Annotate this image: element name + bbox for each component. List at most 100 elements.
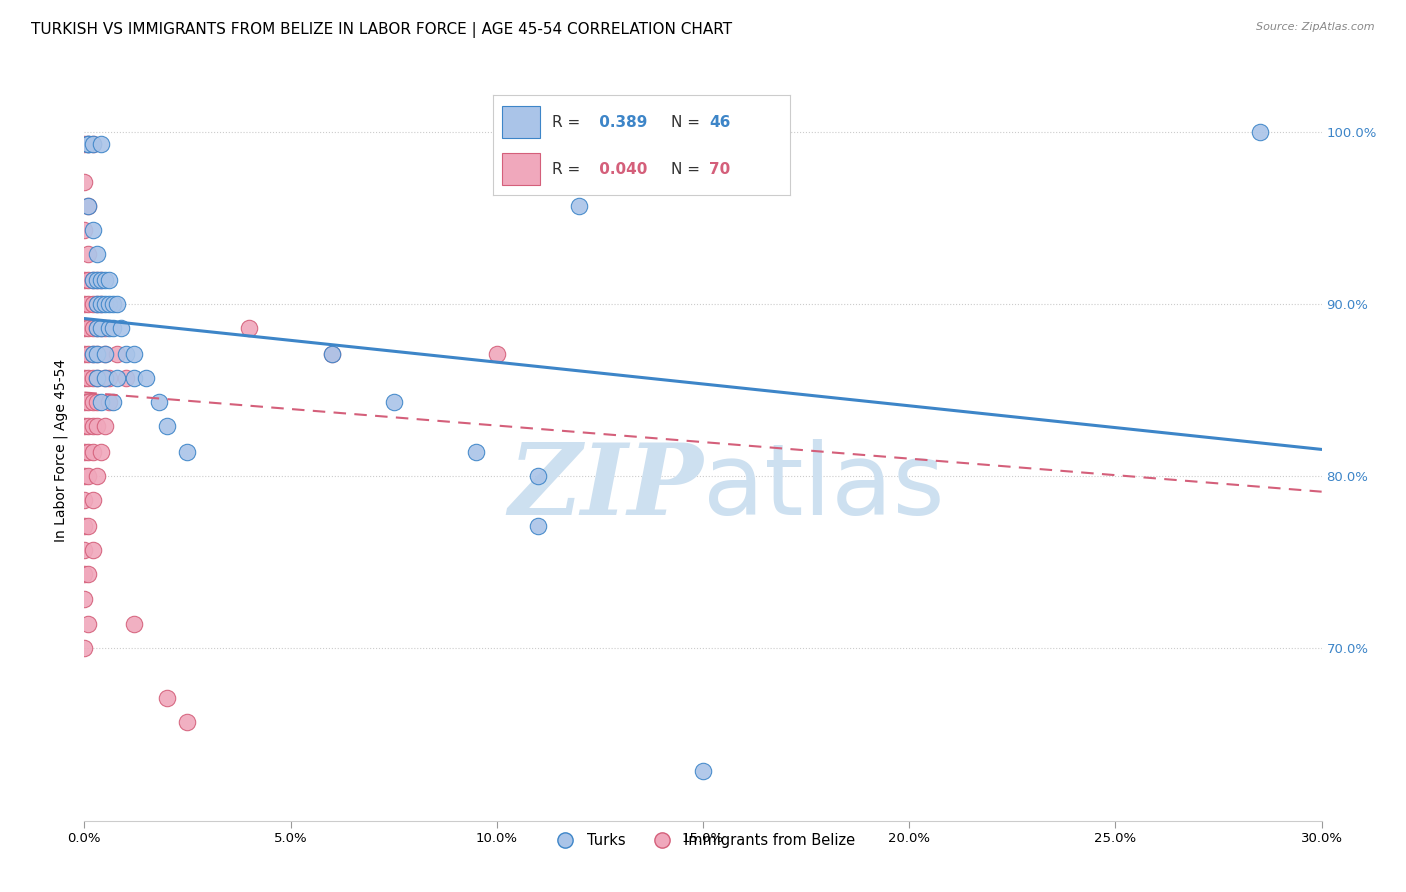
Point [82, 347, 104, 361]
Point [321, 347, 343, 361]
Point [90, 321, 112, 335]
Point [527, 519, 550, 533]
Point [77, 445, 100, 459]
Point [77, 469, 100, 483]
Text: ZIP: ZIP [508, 439, 703, 536]
Point [82, 273, 104, 287]
Point [77, 371, 100, 385]
Point [94, 371, 117, 385]
Point [73, 519, 96, 533]
Point [82, 371, 104, 385]
Point [86, 297, 108, 311]
Point [98, 273, 121, 287]
Point [114, 371, 136, 385]
Point [82, 445, 104, 459]
Point [82, 395, 104, 409]
Point [73, 543, 96, 558]
Point [90, 445, 112, 459]
Text: atlas: atlas [703, 439, 945, 536]
Point [156, 419, 179, 434]
Point [77, 321, 100, 335]
Point [86, 273, 108, 287]
Point [77, 617, 100, 632]
Point [73, 419, 96, 434]
Legend: Turks, Immigrants from Belize: Turks, Immigrants from Belize [546, 828, 860, 854]
Point [90, 321, 112, 335]
Text: TURKISH VS IMMIGRANTS FROM BELIZE IN LABOR FORCE | AGE 45-54 CORRELATION CHART: TURKISH VS IMMIGRANTS FROM BELIZE IN LAB… [31, 22, 733, 38]
Point [90, 297, 112, 311]
Point [238, 321, 260, 335]
Point [82, 223, 104, 237]
Point [86, 469, 108, 483]
Point [122, 347, 145, 361]
Point [77, 395, 100, 409]
Point [77, 199, 100, 213]
Point [73, 136, 96, 151]
Point [176, 445, 198, 459]
Point [73, 445, 96, 459]
Point [77, 297, 100, 311]
Point [82, 136, 104, 151]
Point [82, 493, 104, 508]
Point [94, 371, 117, 385]
Point [105, 371, 128, 385]
Point [98, 395, 121, 409]
Point [77, 419, 100, 434]
Point [73, 371, 96, 385]
Point [82, 136, 104, 151]
Point [382, 395, 405, 409]
Point [98, 297, 121, 311]
Point [73, 469, 96, 483]
Point [73, 493, 96, 508]
Point [90, 297, 112, 311]
Point [73, 567, 96, 582]
Point [527, 469, 550, 483]
Point [86, 419, 108, 434]
Point [94, 347, 117, 361]
Point [73, 321, 96, 335]
Point [73, 223, 96, 237]
Point [94, 297, 117, 311]
Point [77, 199, 100, 213]
Point [82, 321, 104, 335]
Point [77, 567, 100, 582]
Point [485, 347, 508, 361]
Point [73, 297, 96, 311]
Point [148, 395, 170, 409]
Point [156, 691, 179, 706]
Point [82, 297, 104, 311]
Point [465, 445, 488, 459]
Y-axis label: In Labor Force | Age 45-54: In Labor Force | Age 45-54 [53, 359, 69, 542]
Point [77, 136, 100, 151]
Point [105, 297, 128, 311]
Point [103, 297, 125, 311]
Point [82, 273, 104, 287]
Point [77, 247, 100, 261]
Point [94, 419, 117, 434]
Point [110, 321, 132, 335]
Point [122, 371, 145, 385]
Point [86, 395, 108, 409]
Point [94, 321, 117, 335]
Point [98, 371, 121, 385]
Point [692, 764, 714, 778]
Point [86, 297, 108, 311]
Point [114, 347, 136, 361]
Point [105, 347, 128, 361]
Point [73, 641, 96, 656]
Point [90, 273, 112, 287]
Point [568, 199, 591, 213]
Point [86, 371, 108, 385]
Point [73, 175, 96, 189]
Point [86, 347, 108, 361]
Point [77, 136, 100, 151]
Point [73, 273, 96, 287]
Point [135, 371, 157, 385]
Point [94, 273, 117, 287]
Point [90, 136, 112, 151]
Point [103, 321, 125, 335]
Point [176, 715, 198, 730]
Point [122, 617, 145, 632]
Point [77, 136, 100, 151]
Point [73, 395, 96, 409]
